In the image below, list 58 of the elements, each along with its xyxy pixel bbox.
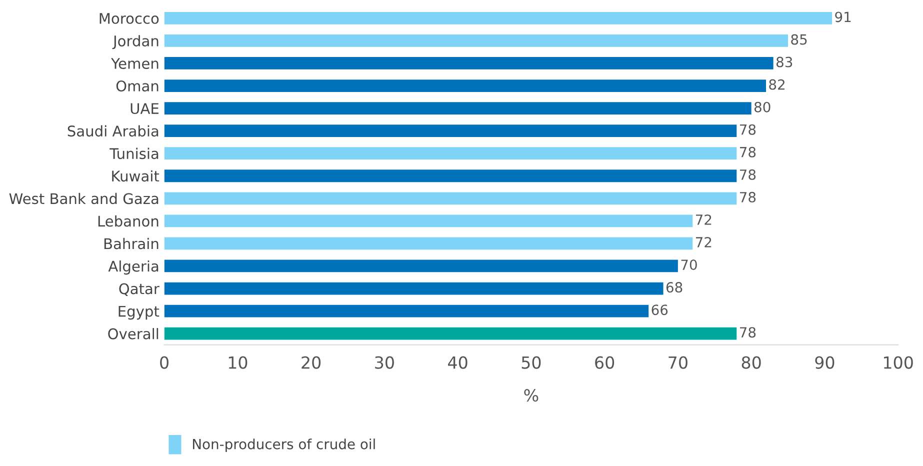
bar xyxy=(164,57,774,70)
x-tick-label: 90 xyxy=(815,356,834,369)
x-axis-title: % xyxy=(524,389,538,402)
bar xyxy=(164,80,766,92)
data-label: 91 xyxy=(835,12,851,22)
data-label: 78 xyxy=(740,327,756,338)
data-label: 78 xyxy=(740,124,756,135)
x-tick-label: 20 xyxy=(302,356,321,369)
data-label: 78 xyxy=(740,146,756,158)
y-tick-label: Overall xyxy=(108,328,158,340)
y-tick-label: Jordan xyxy=(112,35,158,50)
data-label: 70 xyxy=(681,260,697,270)
data-label: 85 xyxy=(791,34,807,45)
data-label: 72 xyxy=(696,214,712,225)
y-tick-label: Egypt xyxy=(118,306,160,320)
y-tick-label: Yemen xyxy=(111,58,158,69)
bar xyxy=(164,102,752,114)
data-label: 68 xyxy=(666,282,682,293)
bar xyxy=(164,34,788,47)
y-tick-label: Bahrain xyxy=(104,238,158,250)
bar xyxy=(164,12,832,24)
legend-label: Non-producers of crude oil xyxy=(192,438,375,452)
y-tick-label: Qatar xyxy=(119,283,160,296)
data-label: 82 xyxy=(769,79,784,90)
data-label: 80 xyxy=(754,102,770,112)
bar xyxy=(164,282,664,295)
y-tick-label: Lebanon xyxy=(98,215,158,227)
data-label: 72 xyxy=(696,236,712,248)
data-label: 66 xyxy=(652,304,668,316)
x-tick-label: 80 xyxy=(742,356,761,369)
bar xyxy=(164,327,737,340)
y-tick-label: Tunisia xyxy=(110,148,158,160)
y-tick-label: Kuwait xyxy=(112,170,160,182)
x-tick-label: 10 xyxy=(228,356,248,369)
bar xyxy=(164,192,737,205)
data-label: 78 xyxy=(740,192,756,202)
y-tick-label: UAE xyxy=(130,103,158,114)
bar xyxy=(164,304,649,318)
y-tick-label: Oman xyxy=(116,80,158,92)
x-tick-label: 100 xyxy=(884,356,913,369)
y-tick-label: Algeria xyxy=(108,260,158,275)
x-tick-label: 30 xyxy=(375,356,394,369)
data-label: 78 xyxy=(740,169,756,180)
bar xyxy=(164,170,737,182)
y-tick-label: Morocco xyxy=(100,13,159,24)
bar xyxy=(164,147,737,160)
bar xyxy=(164,237,693,250)
y-tick-label: Saudi Arabia xyxy=(68,125,158,137)
bar xyxy=(164,124,737,138)
bar xyxy=(164,214,693,228)
x-tick-label: 40 xyxy=(448,356,468,369)
y-tick-label: West Bank and Gaza xyxy=(9,192,158,204)
data-label: 83 xyxy=(776,56,792,68)
bar xyxy=(164,260,678,272)
x-tick-label: 50 xyxy=(522,356,541,369)
x-tick-label: 60 xyxy=(595,356,614,369)
x-tick-label: 0 xyxy=(160,356,168,369)
x-tick-label: 70 xyxy=(668,356,688,369)
